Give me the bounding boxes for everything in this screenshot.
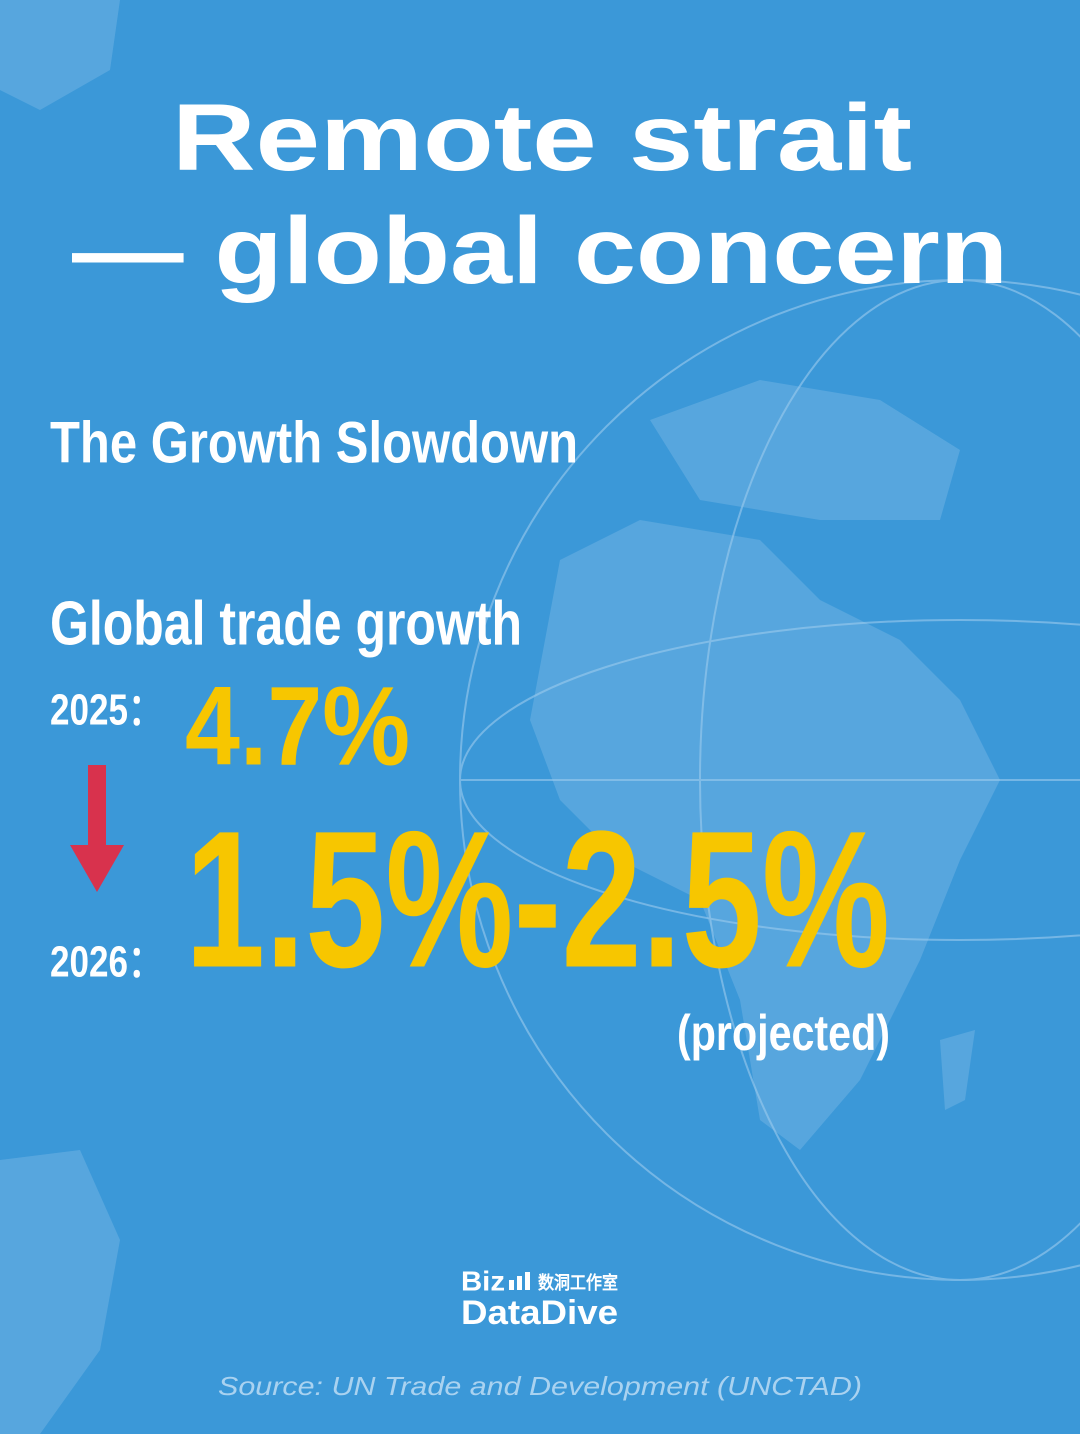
title-line: Remote strait [172,85,912,191]
logo-icon [509,1272,530,1290]
subtitle: The Growth Slowdown [50,410,578,475]
note: (projected) [677,1005,890,1061]
globe-lines [459,279,1080,1281]
logo-text: 数洞工作室 [538,1272,618,1293]
year-label: 2025： [50,686,163,735]
title-line: — global concern [72,198,1008,304]
source: Source: UN Trade and Development (UNCTAD… [218,1371,862,1401]
logo-text: DataDive [461,1294,618,1332]
logo-text: Biz [461,1265,505,1296]
map-decoration [0,0,1000,1434]
down-arrow [70,765,124,892]
value: 1.5%-2.5% [185,791,890,1009]
value: 4.7% [185,664,410,789]
section-label: Global trade growth [50,589,522,658]
year-label: 2026： [50,938,163,987]
